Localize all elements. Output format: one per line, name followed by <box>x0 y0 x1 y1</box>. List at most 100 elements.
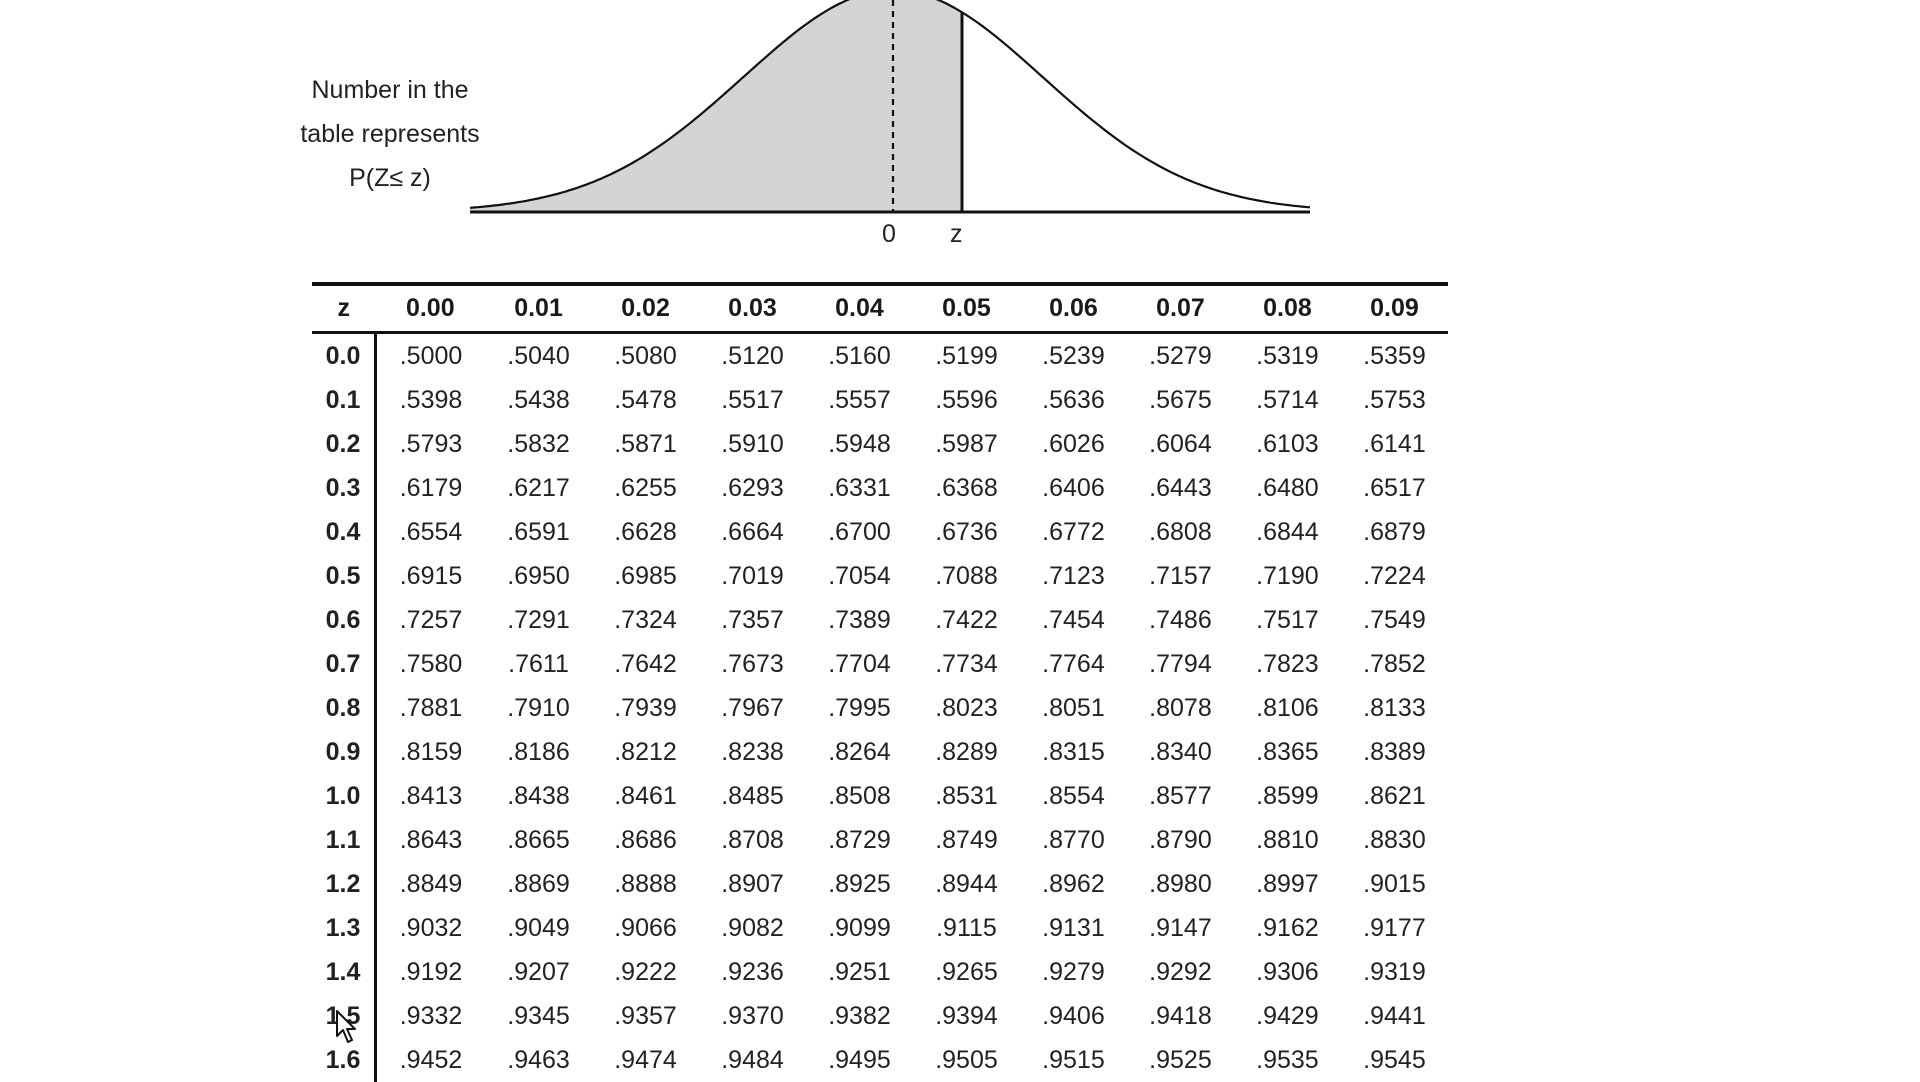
probability-cell: .5557 <box>806 378 913 422</box>
probability-cell: .5948 <box>806 422 913 466</box>
probability-cell: .5753 <box>1341 378 1448 422</box>
probability-cell: .7611 <box>485 642 592 686</box>
probability-cell: .7939 <box>592 686 699 730</box>
probability-cell: .8389 <box>1341 730 1448 774</box>
probability-cell: .6808 <box>1127 510 1234 554</box>
probability-cell: .7704 <box>806 642 913 686</box>
probability-cell: .6915 <box>376 554 486 598</box>
probability-cell: .6026 <box>1020 422 1127 466</box>
probability-cell: .6554 <box>376 510 486 554</box>
probability-cell: .6255 <box>592 466 699 510</box>
probability-cell: .5987 <box>913 422 1020 466</box>
row-z-value: 0.0 <box>312 333 376 379</box>
probability-cell: .8413 <box>376 774 486 818</box>
probability-cell: .8962 <box>1020 862 1127 906</box>
probability-cell: .9474 <box>592 1038 699 1082</box>
probability-cell: .5279 <box>1127 333 1234 379</box>
probability-cell: .7190 <box>1234 554 1341 598</box>
table-row: 0.5.6915.6950.6985.7019.7054.7088.7123.7… <box>312 554 1448 598</box>
caption-line-1: Number in the <box>280 68 500 112</box>
probability-cell: .6517 <box>1341 466 1448 510</box>
probability-cell: .7389 <box>806 598 913 642</box>
probability-cell: .6591 <box>485 510 592 554</box>
probability-cell: .5199 <box>913 333 1020 379</box>
probability-cell: .9319 <box>1341 950 1448 994</box>
curve-caption: Number in the table represents P(Z≤ z) <box>280 68 500 200</box>
probability-cell: .7123 <box>1020 554 1127 598</box>
probability-cell: .9406 <box>1020 994 1127 1038</box>
probability-cell: .9515 <box>1020 1038 1127 1082</box>
probability-cell: .8907 <box>699 862 806 906</box>
column-header: 0.06 <box>1020 284 1127 333</box>
row-z-value: 0.7 <box>312 642 376 686</box>
probability-cell: .8621 <box>1341 774 1448 818</box>
table-row: 1.4.9192.9207.9222.9236.9251.9265.9279.9… <box>312 950 1448 994</box>
caption-line-3: P(Z≤ z) <box>280 156 500 200</box>
probability-cell: .6700 <box>806 510 913 554</box>
row-z-value: 0.8 <box>312 686 376 730</box>
axis-label-zero: 0 <box>882 220 896 249</box>
row-z-value: 0.5 <box>312 554 376 598</box>
probability-cell: .6406 <box>1020 466 1127 510</box>
column-header-z: z <box>312 284 376 333</box>
column-header: 0.03 <box>699 284 806 333</box>
probability-cell: .5040 <box>485 333 592 379</box>
table-row: 1.0.8413.8438.8461.8485.8508.8531.8554.8… <box>312 774 1448 818</box>
probability-cell: .9082 <box>699 906 806 950</box>
probability-cell: .5000 <box>376 333 486 379</box>
probability-cell: .8159 <box>376 730 486 774</box>
probability-cell: .8980 <box>1127 862 1234 906</box>
column-header: 0.01 <box>485 284 592 333</box>
probability-cell: .6736 <box>913 510 1020 554</box>
probability-cell: .9131 <box>1020 906 1127 950</box>
table-row: 1.5.9332.9345.9357.9370.9382.9394.9406.9… <box>312 994 1448 1038</box>
probability-cell: .9292 <box>1127 950 1234 994</box>
probability-cell: .9177 <box>1341 906 1448 950</box>
probability-cell: .8186 <box>485 730 592 774</box>
probability-cell: .5359 <box>1341 333 1448 379</box>
probability-cell: .5714 <box>1234 378 1341 422</box>
probability-cell: .6368 <box>913 466 1020 510</box>
axis-label-z: z <box>950 220 963 249</box>
probability-cell: .8212 <box>592 730 699 774</box>
probability-cell: .7549 <box>1341 598 1448 642</box>
probability-cell: .6772 <box>1020 510 1127 554</box>
mouse-pointer-icon <box>336 1010 358 1049</box>
table-row: 0.7.7580.7611.7642.7673.7704.7734.7764.7… <box>312 642 1448 686</box>
probability-cell: .7764 <box>1020 642 1127 686</box>
table-row: 0.2.5793.5832.5871.5910.5948.5987.6026.6… <box>312 422 1448 466</box>
probability-cell: .7486 <box>1127 598 1234 642</box>
table-row: 0.1.5398.5438.5478.5517.5557.5596.5636.5… <box>312 378 1448 422</box>
probability-cell: .9015 <box>1341 862 1448 906</box>
probability-cell: .6879 <box>1341 510 1448 554</box>
probability-cell: .7019 <box>699 554 806 598</box>
probability-cell: .9484 <box>699 1038 806 1082</box>
column-header: 0.05 <box>913 284 1020 333</box>
probability-cell: .8438 <box>485 774 592 818</box>
probability-cell: .9192 <box>376 950 486 994</box>
probability-cell: .9115 <box>913 906 1020 950</box>
probability-cell: .8365 <box>1234 730 1341 774</box>
probability-cell: .8554 <box>1020 774 1127 818</box>
probability-cell: .9265 <box>913 950 1020 994</box>
probability-cell: .9463 <box>485 1038 592 1082</box>
probability-cell: .8849 <box>376 862 486 906</box>
probability-cell: .7673 <box>699 642 806 686</box>
probability-cell: .5636 <box>1020 378 1127 422</box>
probability-cell: .9207 <box>485 950 592 994</box>
probability-cell: .8051 <box>1020 686 1127 730</box>
probability-cell: .8729 <box>806 818 913 862</box>
probability-cell: .9032 <box>376 906 486 950</box>
column-header: 0.02 <box>592 284 699 333</box>
table-row: 0.6.7257.7291.7324.7357.7389.7422.7454.7… <box>312 598 1448 642</box>
probability-cell: .9162 <box>1234 906 1341 950</box>
probability-cell: .9382 <box>806 994 913 1038</box>
probability-cell: .9049 <box>485 906 592 950</box>
probability-cell: .8749 <box>913 818 1020 862</box>
row-z-value: 1.3 <box>312 906 376 950</box>
probability-cell: .5160 <box>806 333 913 379</box>
row-z-value: 1.4 <box>312 950 376 994</box>
probability-cell: .5596 <box>913 378 1020 422</box>
probability-cell: .8790 <box>1127 818 1234 862</box>
row-z-value: 0.3 <box>312 466 376 510</box>
